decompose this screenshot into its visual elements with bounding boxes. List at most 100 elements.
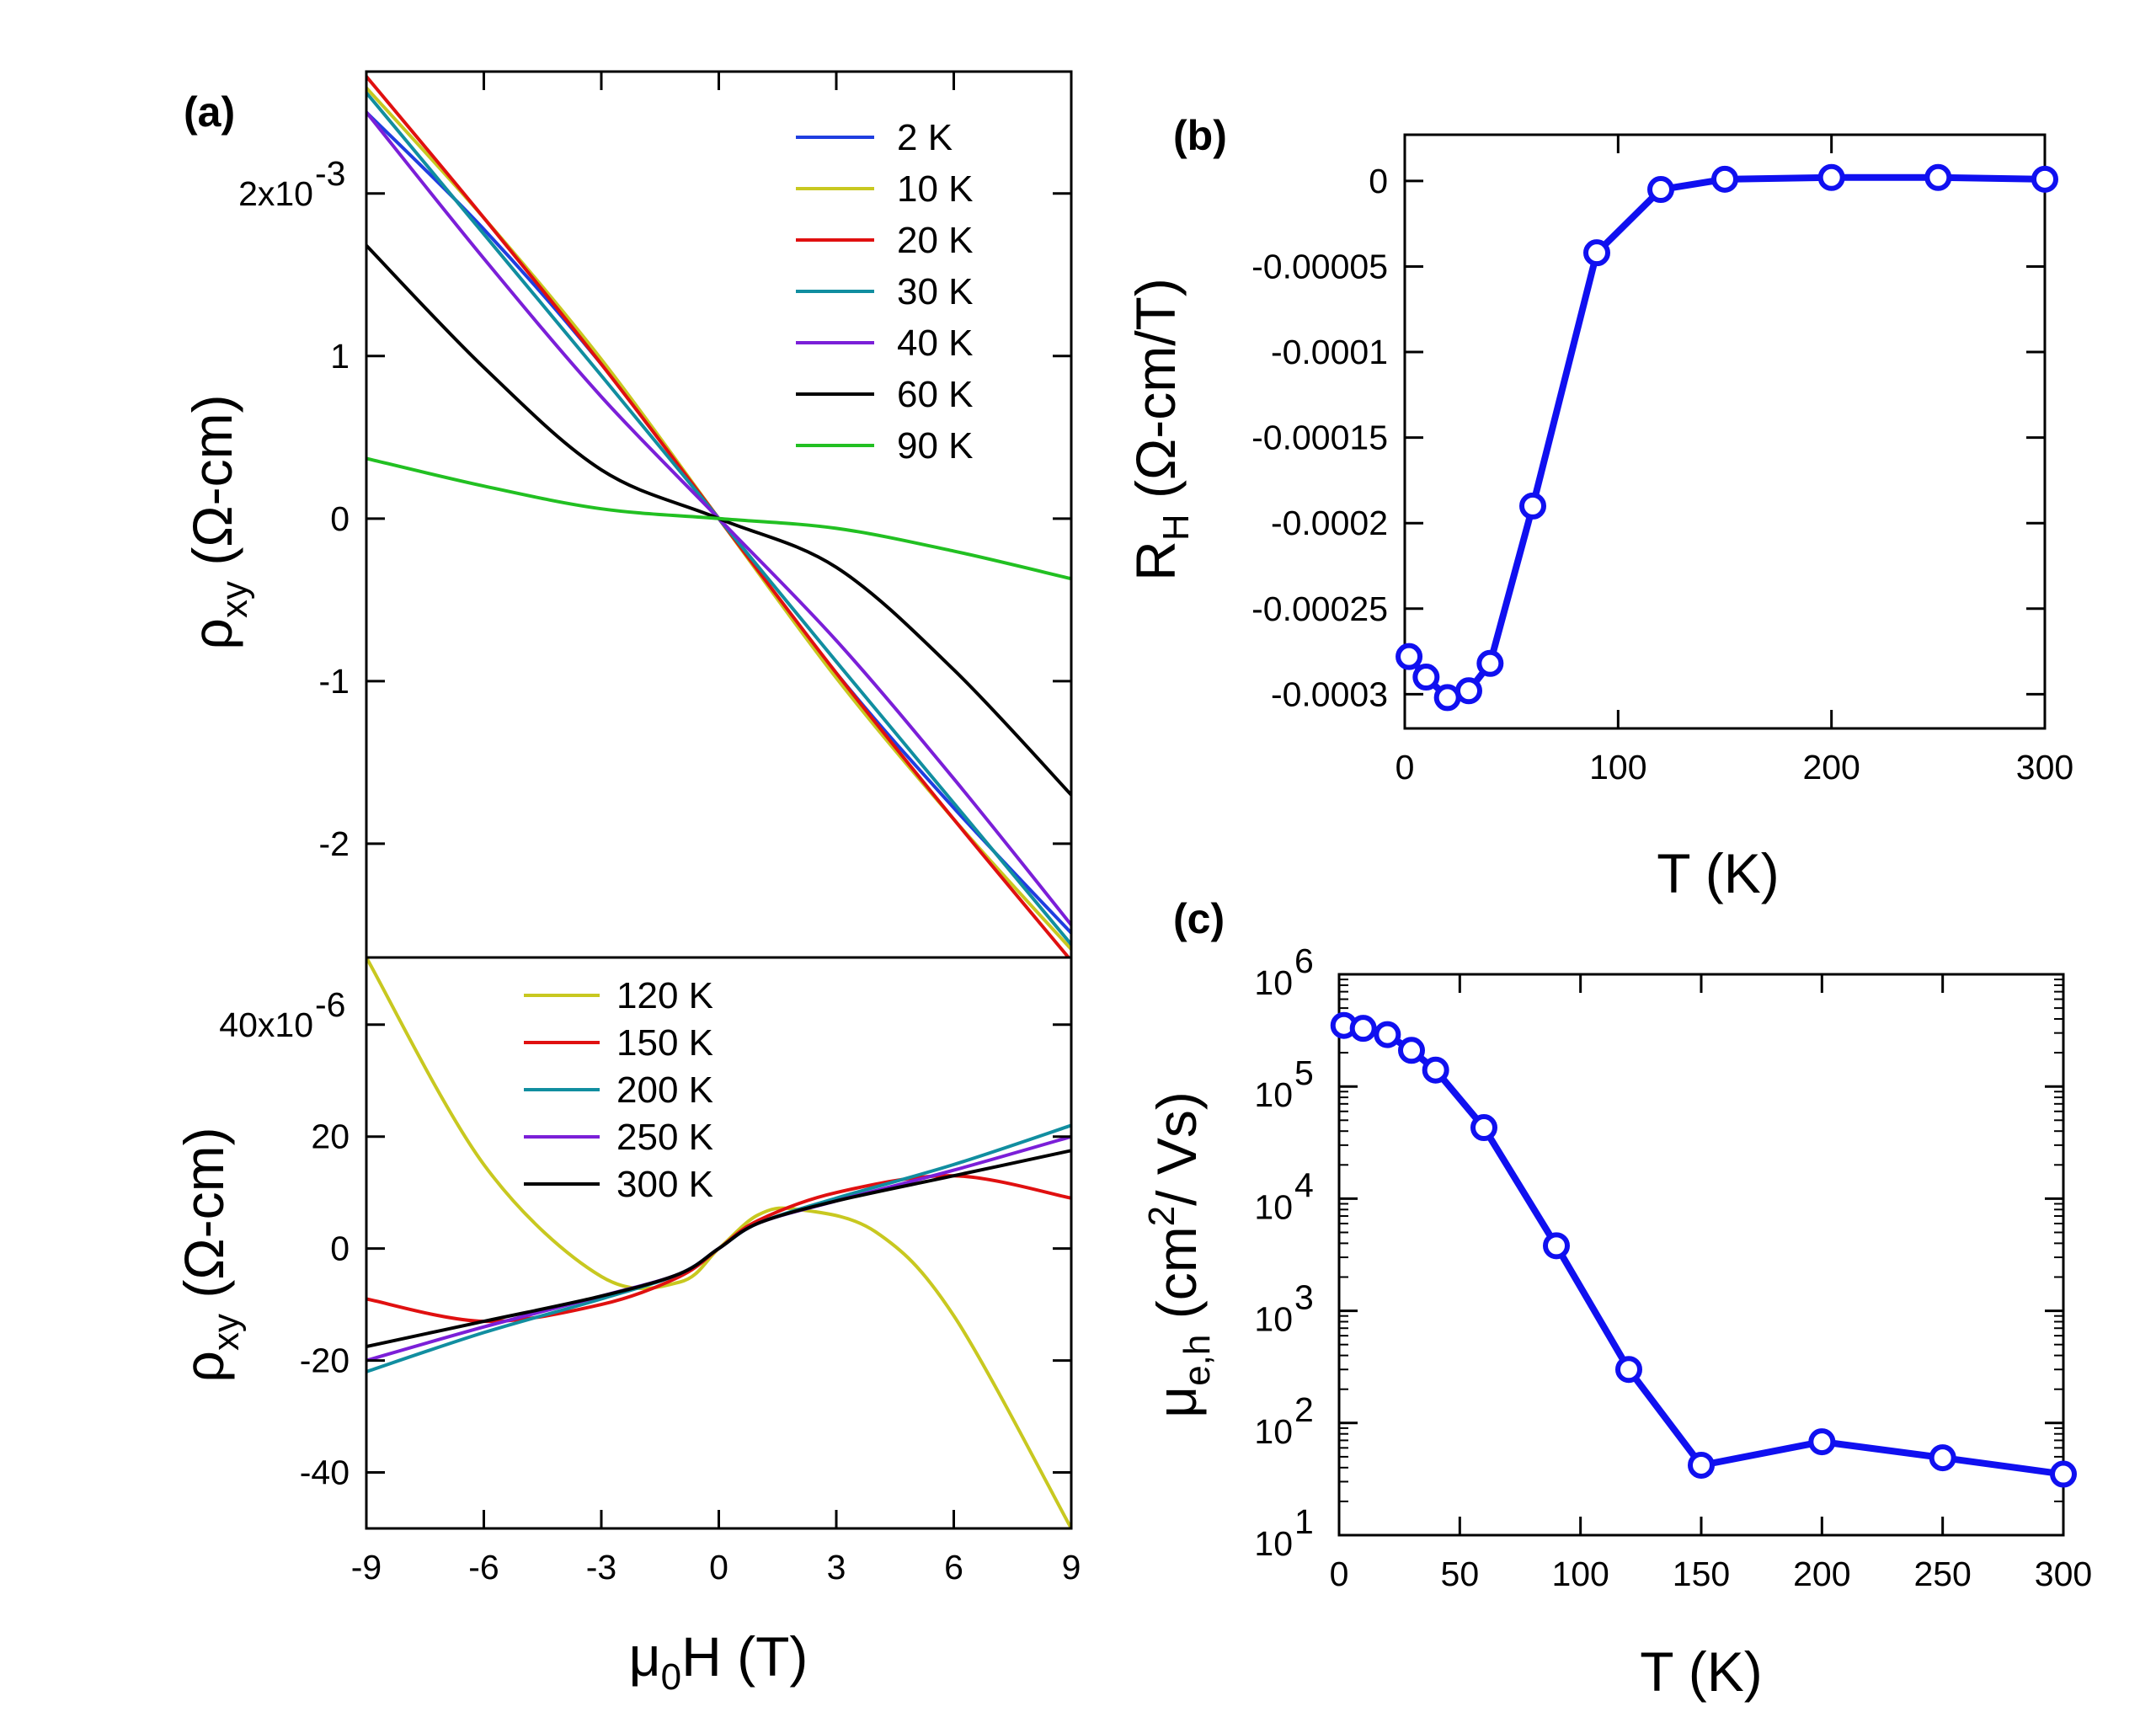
- x-axis-title: T (K): [1657, 842, 1779, 904]
- y-tick-label: 1: [330, 337, 350, 376]
- panel-b-label: (b): [1173, 112, 1227, 159]
- x-tick-label: 100: [1589, 748, 1646, 787]
- x-tick-label: -3: [586, 1548, 616, 1587]
- data-point: [1817, 163, 1845, 191]
- plot-c: 0 50 100 150 200 250 300106105104103102101μe,h…: [1141, 941, 2092, 1703]
- series-line-90K: [366, 456, 1071, 581]
- data-point: [1476, 649, 1504, 677]
- data-point: [1422, 1056, 1449, 1084]
- y-tick-label: 10: [1254, 963, 1293, 1002]
- data-point: [1412, 664, 1440, 691]
- y-tick-label: 0: [330, 1229, 350, 1268]
- y-tick-label: -20: [300, 1341, 350, 1380]
- data-point: [1615, 1356, 1642, 1384]
- x-tick-label: 300: [2035, 1555, 2092, 1593]
- series-line-120K: [366, 957, 1071, 1528]
- panel-c-label: (c): [1173, 895, 1225, 942]
- y-tick-label-exp: -6: [315, 985, 345, 1024]
- data-point: [1519, 492, 1546, 520]
- plot-frame-c: [1337, 973, 2065, 1537]
- y-tick-label: -0.0001: [1271, 333, 1388, 371]
- data-point: [1808, 1428, 1836, 1456]
- x-tick-label: 100: [1551, 1555, 1609, 1593]
- data-point: [2050, 1460, 2077, 1488]
- series-line-300K: [366, 1149, 1071, 1348]
- x-tick-label: 50: [1441, 1555, 1480, 1593]
- legend-label: 2 K: [897, 117, 953, 158]
- y-tick-label: -1: [319, 662, 350, 701]
- data-point: [1583, 239, 1610, 267]
- legend-label: 90 K: [897, 425, 974, 467]
- legend-label: 40 K: [897, 323, 974, 364]
- data-point: [1688, 1451, 1715, 1479]
- y-tick-label-exp: 6: [1294, 941, 1314, 980]
- y-tick-label-exp: 5: [1294, 1053, 1314, 1092]
- x-tick-label: 3: [827, 1548, 846, 1587]
- series-group: [366, 75, 1071, 957]
- y-axis-title: μe,h (cm2/ Vs): [1141, 1091, 1218, 1418]
- data-point: [1470, 1114, 1497, 1142]
- legend-label: 30 K: [897, 271, 974, 312]
- data-point: [1647, 176, 1674, 204]
- legend-label: 150 K: [616, 1022, 713, 1064]
- legend-label: 10 K: [897, 168, 974, 210]
- legend-label: 250 K: [616, 1117, 713, 1158]
- legend-label: 200 K: [616, 1069, 713, 1111]
- legend-label: 300 K: [616, 1164, 713, 1205]
- y-tick-label: -0.00015: [1251, 419, 1388, 457]
- plot-a-top: 2x10-3 1 0 -1 -2 ρxy (Ω-cm) 2 K 10 K 20 K 30 K 40 …: [181, 70, 1073, 959]
- data-point: [1711, 165, 1738, 193]
- y-tick-label: 10: [1254, 1300, 1293, 1339]
- data-point: [1455, 677, 1482, 705]
- x-tick-label: 250: [1913, 1555, 1971, 1593]
- y-tick-label: -0.00005: [1251, 247, 1388, 285]
- y-tick-label: -0.00025: [1251, 589, 1388, 628]
- plot-frame-b: [1403, 133, 2047, 730]
- y-tick-label: 10: [1254, 1187, 1293, 1226]
- x-tick-label: -9: [351, 1548, 382, 1587]
- legend-label: 120 K: [616, 975, 713, 1016]
- data-point: [1543, 1232, 1570, 1260]
- y-axis-title: ρxy (Ω-cm): [173, 1127, 247, 1382]
- x-axis-title: μ0H (T): [629, 1625, 808, 1698]
- x-tick-label: 200: [1793, 1555, 1850, 1593]
- data-point: [1924, 163, 1952, 191]
- data-point: [1433, 684, 1461, 712]
- series-line-mobility: [1343, 1021, 2064, 1478]
- x-tick-label: 6: [944, 1548, 963, 1587]
- y-axis-title: ρxy (Ω-cm): [181, 394, 255, 649]
- panel-a-label: (a): [184, 88, 235, 136]
- data-point: [1396, 643, 1423, 670]
- y-tick-label: 0: [1369, 162, 1388, 200]
- y-tick-label-exp: 1: [1294, 1502, 1314, 1541]
- y-tick-label: 10: [1254, 1075, 1293, 1114]
- y-tick-label: 0: [330, 499, 350, 538]
- x-tick-label: 0: [1330, 1555, 1349, 1593]
- legend-label: 20 K: [897, 220, 974, 261]
- y-tick-label-exp: 3: [1294, 1278, 1314, 1317]
- x-tick-label: 300: [2016, 748, 2073, 787]
- x-axis-title: T (K): [1640, 1640, 1762, 1703]
- data-point: [1398, 1037, 1425, 1064]
- x-tick-label: 200: [1802, 748, 1860, 787]
- legend-label: 60 K: [897, 374, 974, 415]
- series-group: [366, 957, 1071, 1528]
- data-point: [1374, 1021, 1401, 1048]
- y-tick-label: 10: [1254, 1524, 1293, 1563]
- data-point: [1929, 1444, 1956, 1472]
- y-tick-label: -0.0002: [1271, 504, 1388, 542]
- plot-frame-a-bottom: [365, 956, 1073, 1530]
- y-tick-label-exp: -3: [315, 154, 345, 193]
- y-tick-label: 10: [1254, 1412, 1293, 1451]
- y-tick-label-exp: 4: [1294, 1165, 1314, 1204]
- x-tick-label: 0: [1396, 748, 1415, 787]
- x-tick-label: -6: [468, 1548, 499, 1587]
- x-tick-label: 150: [1673, 1555, 1730, 1593]
- y-tick-label: -2: [319, 824, 350, 863]
- x-tick-label: 9: [1062, 1548, 1081, 1587]
- plot-b: 0 100 200 300 0 -0.00005 -0.0001 -0.00015 -0.000…: [1124, 133, 2073, 904]
- series-line-RH: [1406, 173, 2046, 701]
- y-tick-label: 40x10: [219, 1005, 313, 1044]
